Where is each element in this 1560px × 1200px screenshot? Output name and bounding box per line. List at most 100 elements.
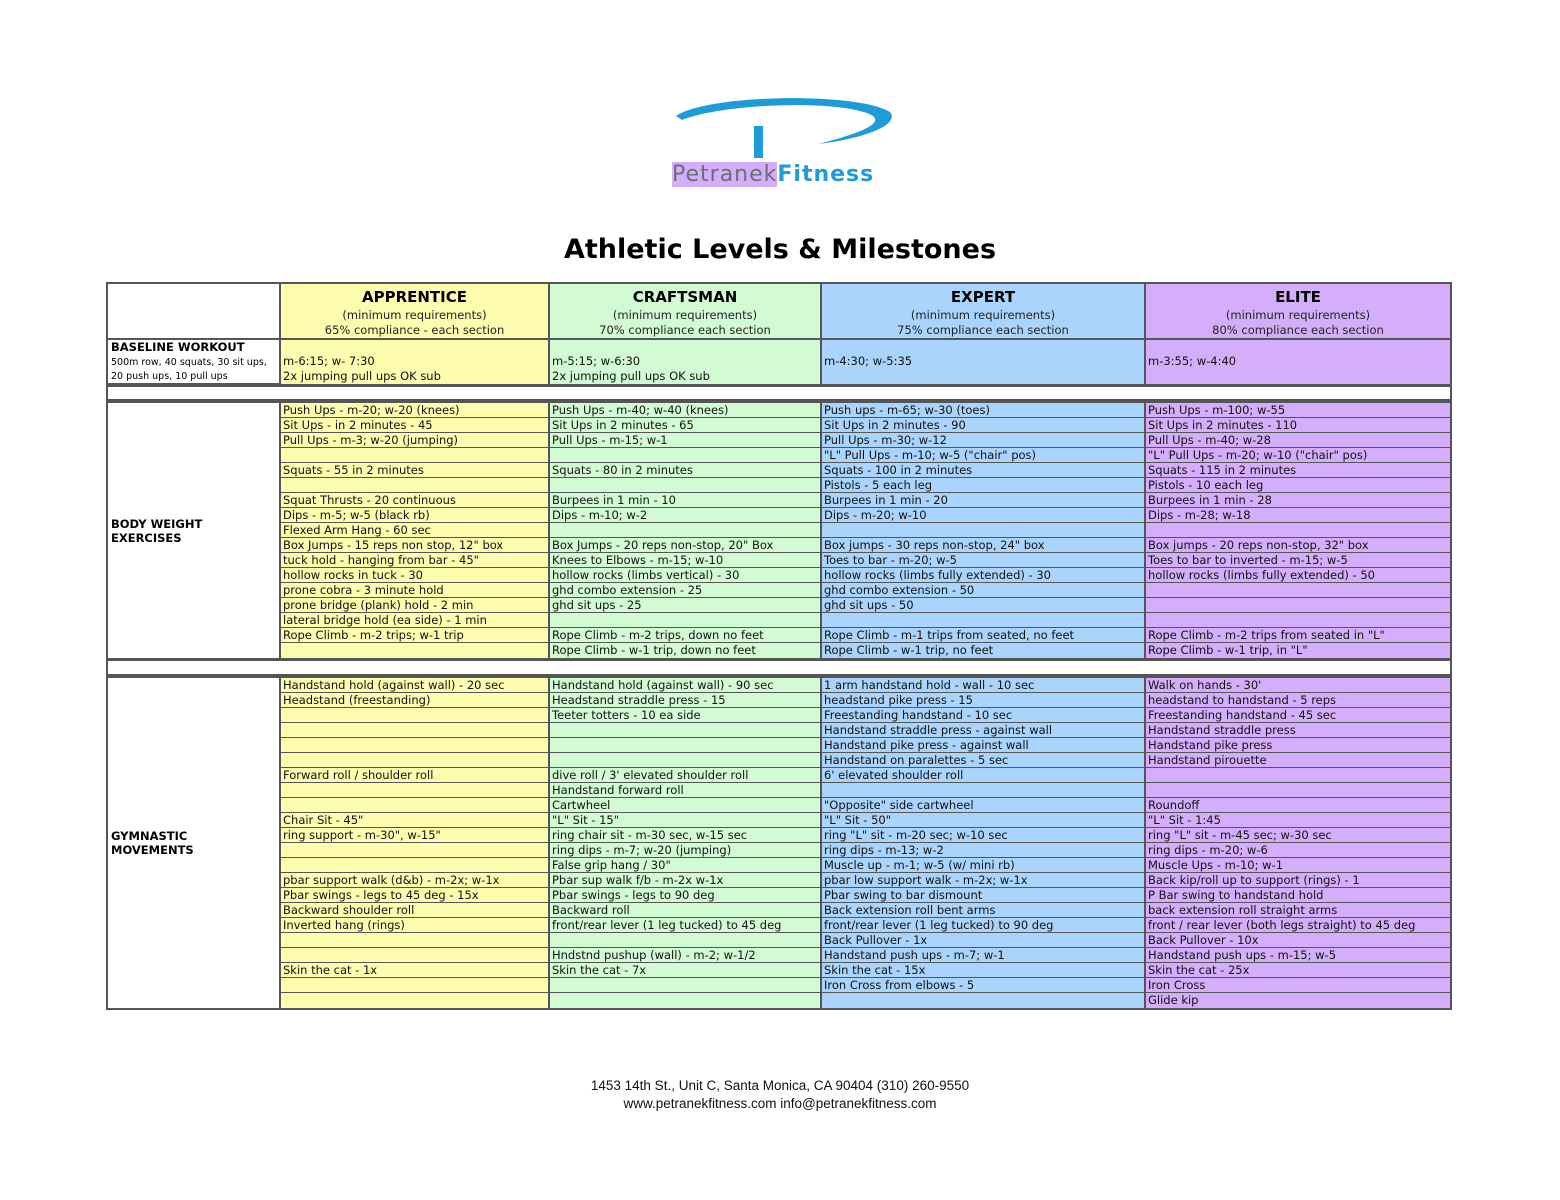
milestone-cell: Handstand hold (against wall) - 20 sec bbox=[281, 678, 548, 693]
level-name: APPRENTICE bbox=[361, 288, 467, 306]
milestone-cell: Box Jumps - 15 reps non stop, 12" box bbox=[281, 538, 548, 553]
milestone-cell: "L" Sit - 1:45 bbox=[1146, 813, 1450, 828]
header-blank bbox=[108, 284, 279, 338]
milestone-cell: Handstand on paralettes - 5 sec bbox=[822, 753, 1144, 768]
milestone-cell bbox=[550, 738, 820, 753]
milestone-cell bbox=[822, 783, 1144, 798]
section-label: GYMNASTIC MOVEMENTS bbox=[111, 829, 194, 857]
milestone-cell: Rope Climb - m-2 trips, down no feet bbox=[550, 628, 820, 643]
milestone-cell: headstand to handstand - 5 reps bbox=[1146, 693, 1450, 708]
milestone-cell: Sit Ups in 2 minutes - 110 bbox=[1146, 418, 1450, 433]
milestone-cell: Hndstnd pushup (wall) - m-2; w-1/2 bbox=[550, 948, 820, 963]
milestone-cell bbox=[1146, 783, 1450, 798]
milestone-cell: Handstand hold (against wall) - 90 sec bbox=[550, 678, 820, 693]
baseline-time: m-5:15; w-6:30 bbox=[552, 354, 641, 368]
milestone-cell: Forward roll / shoulder roll bbox=[281, 768, 548, 783]
milestone-cell: back extension roll straight arms bbox=[1146, 903, 1450, 918]
milestone-cell: Iron Cross from elbows - 5 bbox=[822, 978, 1144, 993]
baseline-desc: 20 push ups, 10 pull ups bbox=[111, 371, 228, 382]
milestone-cell: "L" Pull Ups - m-10; w-5 ("chair" pos) bbox=[822, 448, 1144, 463]
gymnastic-section: GYMNASTIC MOVEMENTS Handstand hold (again… bbox=[106, 676, 1452, 1010]
milestone-cell: Backward roll bbox=[550, 903, 820, 918]
milestone-cell: Push Ups - m-20; w-20 (knees) bbox=[281, 403, 548, 418]
milestone-cell: Back kip/roll up to support (rings) - 1 bbox=[1146, 873, 1450, 888]
level-apprentice: APPRENTICE (minimum requirements) 65% comp… bbox=[279, 284, 548, 338]
milestone-cell: Sit Ups in 2 minutes - 90 bbox=[822, 418, 1144, 433]
milestone-cell bbox=[1146, 768, 1450, 783]
milestone-cell: ring dips - m-7; w-20 (jumping) bbox=[550, 843, 820, 858]
milestone-cell: prone cobra - 3 minute hold bbox=[281, 583, 548, 598]
milestone-cell bbox=[550, 723, 820, 738]
milestone-cell: Muscle Ups - m-10; w-1 bbox=[1146, 858, 1450, 873]
milestone-cell: ghd sit ups - 25 bbox=[550, 598, 820, 613]
milestone-cell: Roundoff bbox=[1146, 798, 1450, 813]
baseline-craftsman: m-5:15; w-6:30 2x jumping pull ups OK sub bbox=[548, 340, 820, 384]
milestone-cell: Sit Ups - in 2 minutes - 45 bbox=[281, 418, 548, 433]
milestone-cell bbox=[1146, 583, 1450, 598]
level-name: CRAFTSMAN bbox=[632, 288, 738, 306]
milestone-cell: Burpees in 1 min - 10 bbox=[550, 493, 820, 508]
baseline-label: BASELINE WORKOUT 500m row, 40 squats, 30… bbox=[108, 340, 279, 384]
milestone-cell bbox=[281, 448, 548, 463]
milestone-cell: Push Ups - m-40; w-40 (knees) bbox=[550, 403, 820, 418]
column-expert: Push ups - m-65; w-30 (toes) Sit Ups in 2… bbox=[820, 403, 1144, 658]
milestone-cell: Backward shoulder roll bbox=[281, 903, 548, 918]
milestone-cell: Pistols - 10 each leg bbox=[1146, 478, 1450, 493]
milestone-cell bbox=[822, 523, 1144, 538]
level-expert: EXPERT (minimum requirements) 75% complian… bbox=[820, 284, 1144, 338]
milestone-cell: Skin the cat - 25x bbox=[1146, 963, 1450, 978]
milestone-cell: Push ups - m-65; w-30 (toes) bbox=[822, 403, 1144, 418]
milestone-cell: Pull Ups - m-15; w-1 bbox=[550, 433, 820, 448]
milestone-cell bbox=[281, 738, 548, 753]
milestone-cell: Inverted hang (rings) bbox=[281, 918, 548, 933]
milestone-cell: Squats - 80 in 2 minutes bbox=[550, 463, 820, 478]
milestone-cell: hollow rocks (limbs fully extended) - 30 bbox=[822, 568, 1144, 583]
milestone-cell: Squats - 100 in 2 minutes bbox=[822, 463, 1144, 478]
milestone-cell bbox=[550, 753, 820, 768]
milestone-cell: hollow rocks in tuck - 30 bbox=[281, 568, 548, 583]
milestone-cell bbox=[281, 798, 548, 813]
milestone-cell: Freestanding handstand - 10 sec bbox=[822, 708, 1144, 723]
milestone-cell: Muscle up - m-1; w-5 (w/ mini rb) bbox=[822, 858, 1144, 873]
baseline-desc: 500m row, 40 squats, 30 sit ups, bbox=[111, 357, 267, 368]
milestone-cell bbox=[281, 993, 548, 1008]
milestone-cell: Handstand straddle press bbox=[1146, 723, 1450, 738]
baseline-row: BASELINE WORKOUT 500m row, 40 squats, 30… bbox=[108, 340, 1450, 384]
milestone-cell: Skin the cat - 1x bbox=[281, 963, 548, 978]
milestone-cell bbox=[550, 613, 820, 628]
brand-left: Petranek bbox=[672, 162, 778, 187]
milestone-cell bbox=[822, 993, 1144, 1008]
section-label: BODY WEIGHT EXERCISES bbox=[111, 516, 203, 545]
milestone-cell: Pull Ups - m-3; w-20 (jumping) bbox=[281, 433, 548, 448]
milestone-cell: Teeter totters - 10 ea side bbox=[550, 708, 820, 723]
level-name: ELITE bbox=[1275, 288, 1321, 306]
baseline-note: 2x jumping pull ups OK sub bbox=[283, 369, 441, 383]
milestone-cell: lateral bridge hold (ea side) - 1 min bbox=[281, 613, 548, 628]
milestone-cell: ring "L" sit - m-20 sec; w-10 sec bbox=[822, 828, 1144, 843]
milestone-cell: Pull Ups - m-30; w-12 bbox=[822, 433, 1144, 448]
milestone-cell: Knees to Elbows - m-15; w-10 bbox=[550, 553, 820, 568]
milestone-cell bbox=[550, 993, 820, 1008]
baseline-time: m-6:15; w- 7:30 bbox=[283, 354, 375, 368]
milestone-cell: dive roll / 3' elevated shoulder roll bbox=[550, 768, 820, 783]
milestone-cell: ring dips - m-13; w-2 bbox=[822, 843, 1144, 858]
milestone-cell: Headstand (freestanding) bbox=[281, 693, 548, 708]
milestone-cell: Handstand push ups - m-7; w-1 bbox=[822, 948, 1144, 963]
milestone-cell: hollow rocks (limbs fully extended) - 50 bbox=[1146, 568, 1450, 583]
milestone-cell: Squats - 115 in 2 minutes bbox=[1146, 463, 1450, 478]
milestone-cell bbox=[1146, 523, 1450, 538]
milestone-cell: ghd sit ups - 50 bbox=[822, 598, 1144, 613]
milestone-cell: ghd combo extension - 25 bbox=[550, 583, 820, 598]
milestone-cell: Squat Thrusts - 20 continuous bbox=[281, 493, 548, 508]
baseline-time: m-4:30; w-5:35 bbox=[824, 354, 913, 368]
milestone-cell: Rope Climb - w-1 trip, down no feet bbox=[552, 643, 756, 657]
baseline-apprentice: m-6:15; w- 7:30 2x jumping pull ups OK su… bbox=[279, 340, 548, 384]
milestone-cell: Pbar sup walk f/b - m-2x w-1x bbox=[550, 873, 820, 888]
milestone-cell: Box jumps - 20 reps non-stop, 32" box bbox=[1146, 538, 1450, 553]
level-elite: ELITE (minimum requirements) 80% complianc… bbox=[1144, 284, 1450, 338]
milestone-cell: "L" Pull Ups - m-20; w-10 ("chair" pos) bbox=[1146, 448, 1450, 463]
milestone-cell: front/rear lever (1 leg tucked) to 90 de… bbox=[822, 918, 1144, 933]
milestone-cell: Dips - m-5; w-5 (black rb) bbox=[281, 508, 548, 523]
level-sub: (minimum requirements) bbox=[342, 308, 487, 322]
baseline-note: 2x jumping pull ups OK sub bbox=[552, 369, 710, 383]
